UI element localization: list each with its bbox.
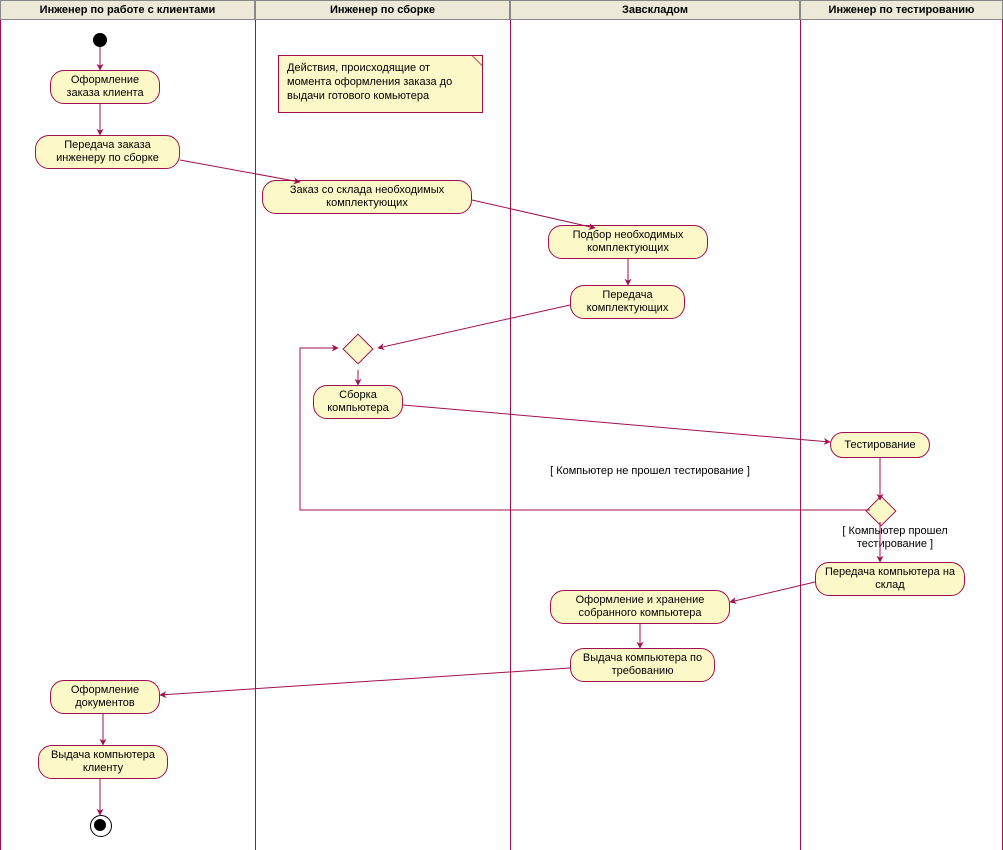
activity-a2: Передача заказа инженеру по сборке xyxy=(35,135,180,169)
decision-merge xyxy=(342,333,373,364)
activity-a7: Тестирование xyxy=(830,432,930,458)
lane-divider xyxy=(800,20,801,850)
edge xyxy=(180,160,300,182)
activity-a12: Выдача компьютера клиенту xyxy=(38,745,168,779)
lane-divider xyxy=(510,20,511,850)
edge xyxy=(378,305,570,348)
edge xyxy=(300,348,870,510)
edge xyxy=(403,405,830,442)
lane-header-4: Инженер по тестированию xyxy=(800,0,1003,20)
lane-divider xyxy=(255,20,256,850)
edges-layer xyxy=(0,0,1003,850)
lane-divider xyxy=(0,20,1,850)
initial-node xyxy=(93,33,107,47)
decision-test xyxy=(865,495,896,526)
edge xyxy=(730,582,815,602)
activity-a9: Оформление и хранение собранного компьют… xyxy=(550,590,730,624)
guard-pass: [ Компьютер прошел тестирование ] xyxy=(815,525,975,551)
final-node xyxy=(90,815,112,837)
activity-a3: Заказ со склада необходимых комплектующи… xyxy=(262,180,472,214)
activity-a10: Выдача компьютера по требованию xyxy=(570,648,715,682)
activity-a8: Передача компьютера на склад xyxy=(815,562,965,596)
diagram-note: Действия, происходящие от момента оформл… xyxy=(278,55,483,113)
activity-diagram: Инженер по работе с клиентами Инженер по… xyxy=(0,0,1003,850)
activity-a6: Сборка компьютера xyxy=(313,385,403,419)
activity-a4: Подбор необходимых комплектующих xyxy=(548,225,708,259)
lane-header-2: Инженер по сборке xyxy=(255,0,510,20)
lane-header-3: Завскладом xyxy=(510,0,800,20)
activity-a5: Передача комплектующих xyxy=(570,285,685,319)
guard-fail: [ Компьютер не прошел тестирование ] xyxy=(545,465,755,478)
lane-header-1: Инженер по работе с клиентами xyxy=(0,0,255,20)
activity-a11: Оформление документов xyxy=(50,680,160,714)
activity-a1: Оформление заказа клиента xyxy=(50,70,160,104)
edge xyxy=(472,200,595,228)
edge xyxy=(160,668,570,695)
